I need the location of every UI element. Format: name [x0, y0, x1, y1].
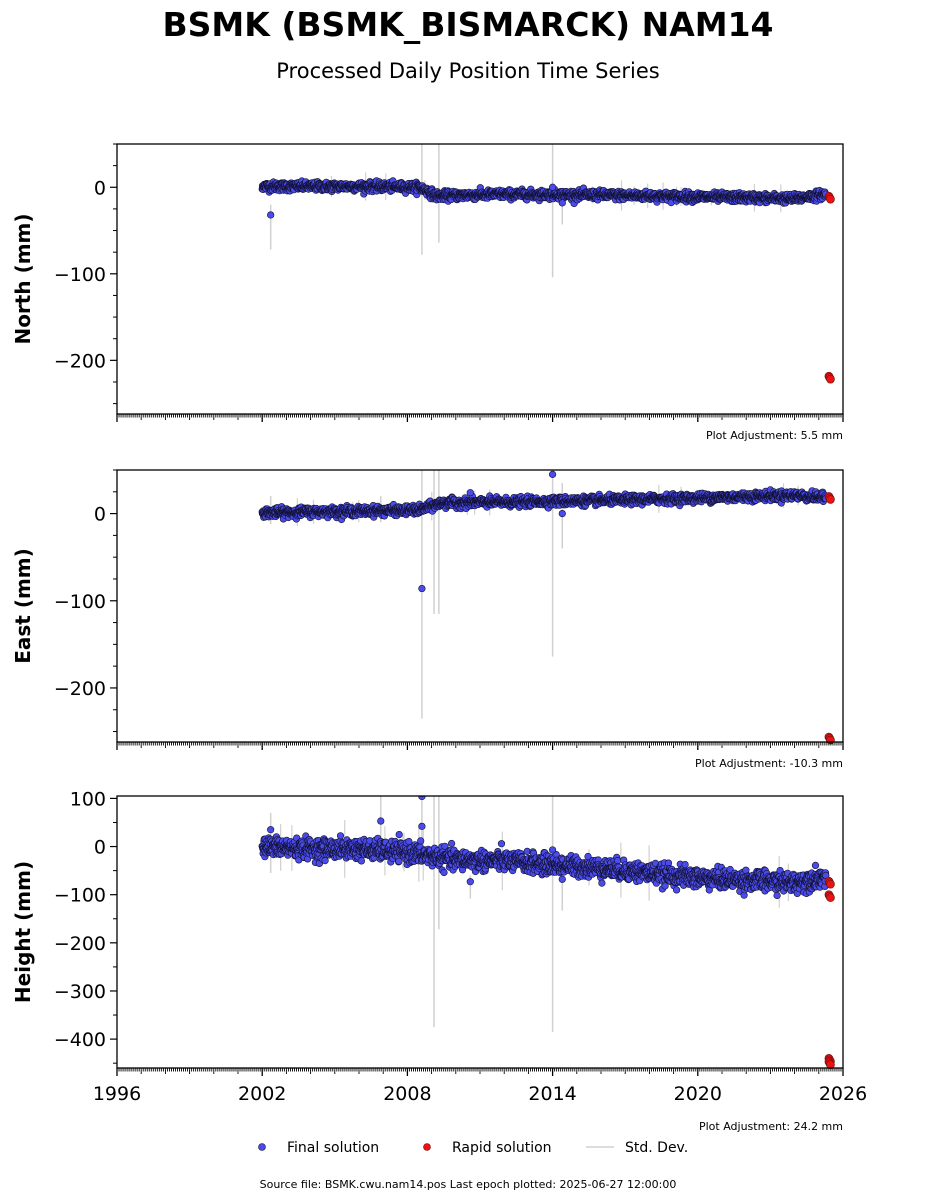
final-point-outlier — [267, 211, 275, 219]
final-point-outlier — [548, 183, 557, 191]
final-point-outlier — [466, 489, 474, 497]
plot-area — [258, 144, 830, 278]
rapid-point — [826, 194, 835, 204]
plot-area — [258, 470, 830, 719]
y-axis-label: East (mm) — [11, 548, 35, 664]
final-point-outlier — [548, 470, 557, 478]
figure-subtitle: Processed Daily Position Time Series — [276, 59, 660, 83]
rapid-point — [826, 495, 835, 504]
y-axis-label: North (mm) — [11, 213, 35, 344]
panel-1: 0 −100 −200 North (mm) Plot Adjustment: 5.5 … — [11, 143, 844, 442]
plot-adjustment-note: Plot Adjustment: -10.3 mm — [695, 757, 843, 770]
final-point — [336, 832, 345, 840]
y-tick-label: −200 — [54, 350, 106, 372]
final-point-outlier — [558, 509, 566, 518]
plot-adjustment-note: Plot Adjustment: 5.5 mm — [706, 429, 843, 442]
y-tick-label: 0 — [94, 177, 106, 199]
y-tick-label: −100 — [54, 591, 106, 613]
panels: 0 −100 −200 North (mm) Plot Adjustment: 5.5 … — [11, 143, 867, 1133]
final-point — [321, 856, 329, 865]
axes-frame — [116, 469, 844, 743]
final-point-outlier — [558, 199, 566, 207]
rapid-point — [826, 374, 835, 384]
plot-area — [258, 796, 830, 1032]
final-point-outlier — [418, 584, 426, 593]
final-point — [357, 857, 366, 865]
panel-2: 0 −100 −200 East (mm) Plot Adjustment: -10.3… — [11, 469, 844, 770]
y-tick-label: 0 — [94, 504, 106, 526]
y-tick-label: −100 — [54, 264, 106, 286]
figure-title: BSMK (BSMK_BISMARCK) NAM14 — [163, 5, 774, 44]
y-tick-label: −200 — [54, 678, 106, 700]
